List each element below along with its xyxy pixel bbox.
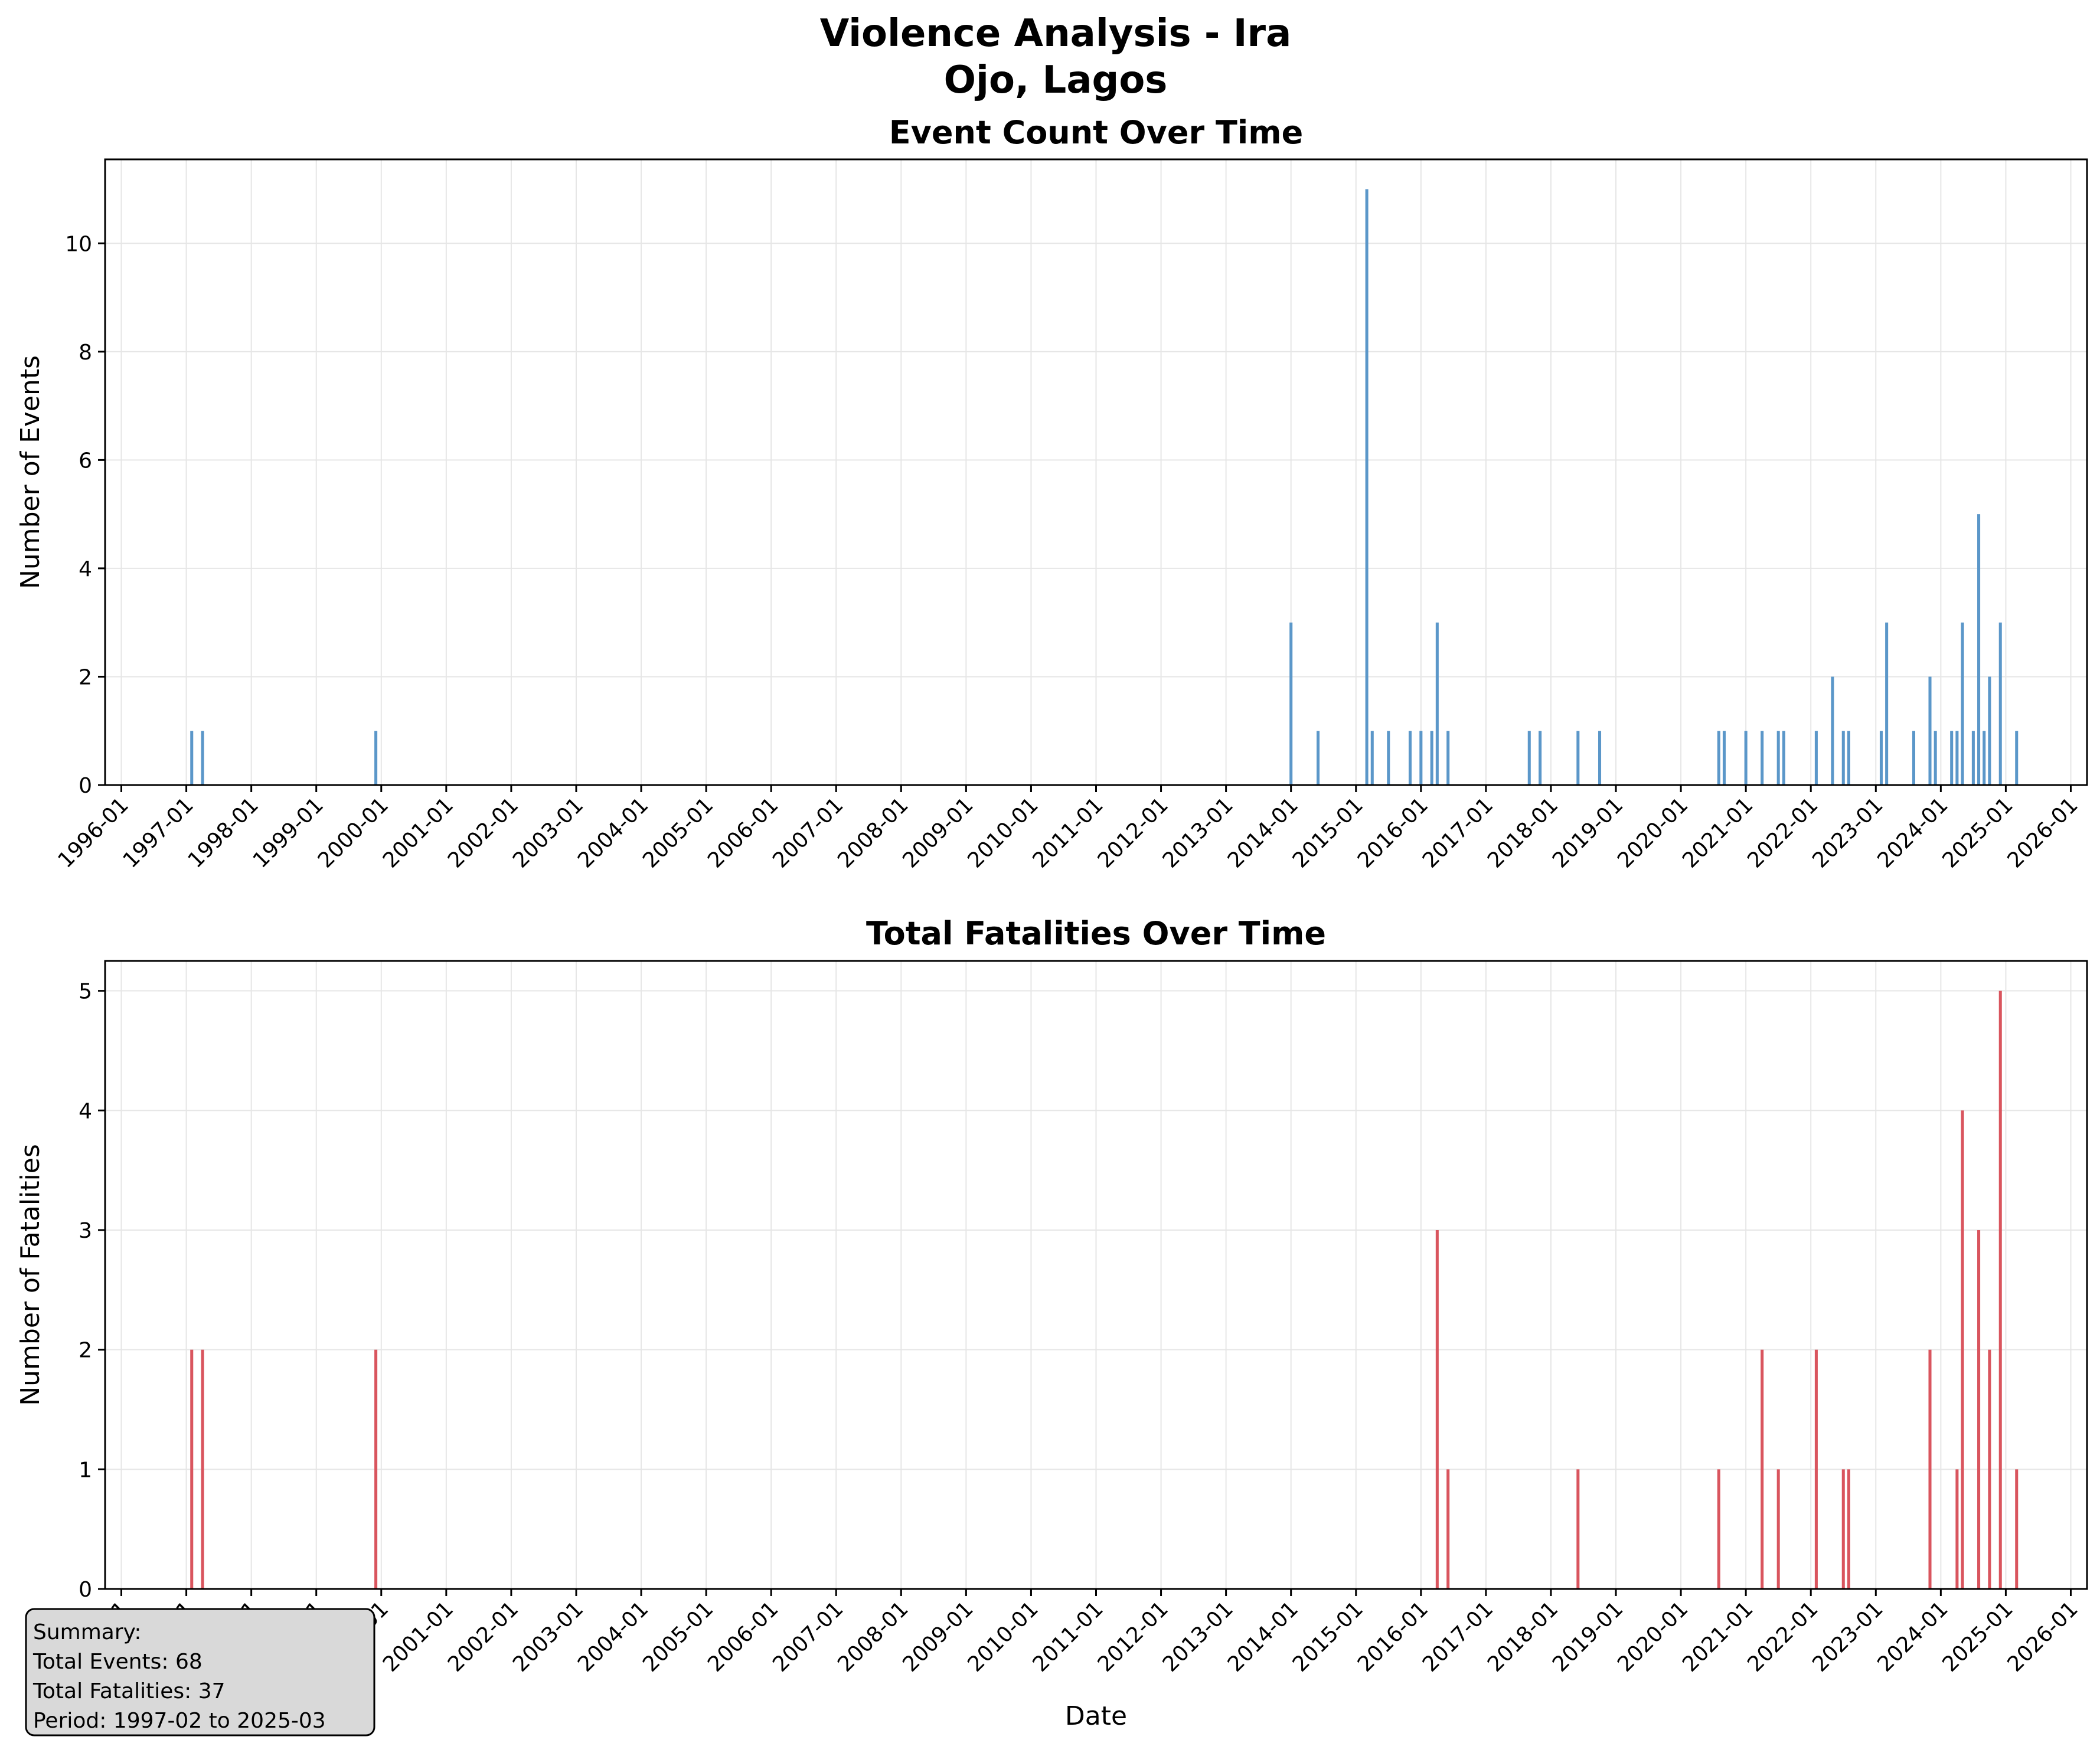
chart0-bar	[1435, 622, 1439, 785]
chart0-bar	[1977, 514, 1981, 785]
chart0-ytick-label: 6	[79, 449, 92, 473]
chart1-bar	[1961, 1110, 1964, 1589]
chart0-bar	[1387, 731, 1390, 785]
chart0-ylabel: Number of Events	[15, 355, 45, 589]
chart0-bar	[1576, 731, 1580, 785]
chart0-bar	[201, 731, 204, 785]
chart1-ylabel: Number of Fatalities	[15, 1144, 45, 1406]
chart0-bar	[1983, 731, 1986, 785]
chart0-ytick-label: 10	[65, 232, 92, 256]
chart1-bar	[1998, 990, 2002, 1589]
chart1-bar	[1776, 1469, 1780, 1589]
chart0-bar	[1998, 622, 2002, 785]
chart0-ytick-label: 0	[79, 774, 92, 798]
chart1-bar	[1847, 1469, 1850, 1589]
chart0-bar	[1744, 731, 1748, 785]
chart0-ytick-label: 8	[79, 341, 92, 365]
chart1-ytick-label: 4	[79, 1099, 92, 1123]
chart0-bar	[1317, 731, 1320, 785]
chart1-title: Total Fatalities Over Time	[866, 915, 1326, 952]
chart0-bar	[1717, 731, 1720, 785]
chart0-bar	[1419, 731, 1423, 785]
chart0-bar	[1722, 731, 1726, 785]
chart1-bar	[374, 1349, 378, 1589]
chart1-bar	[1717, 1469, 1720, 1589]
chart0-bar	[1879, 731, 1883, 785]
chart0-bar	[1446, 731, 1450, 785]
chart0-bar	[1841, 731, 1845, 785]
chart1-ytick-label: 2	[79, 1339, 92, 1363]
chart0-bar	[1912, 731, 1916, 785]
chart1-bar	[1977, 1230, 1981, 1589]
chart0-bar	[1782, 731, 1785, 785]
chart0-bar	[1934, 731, 1937, 785]
summary-box-background	[25, 1608, 375, 1737]
chart0-bar	[1365, 189, 1369, 785]
chart1-ytick-label: 3	[79, 1219, 92, 1243]
chart0-bar	[1776, 731, 1780, 785]
chart0-bar	[1885, 622, 1889, 785]
chart1-bar	[201, 1349, 204, 1589]
chart1-bar	[190, 1349, 194, 1589]
summary-total-fatalities: Total Fatalities: 37	[32, 1679, 226, 1703]
chart0-bar	[1950, 731, 1954, 785]
chart0-bar	[1370, 731, 1374, 785]
chart1-bar	[1814, 1349, 1818, 1589]
chart1-bar	[1576, 1469, 1580, 1589]
chart1-bar	[1928, 1349, 1932, 1589]
chart1-bar	[1955, 1469, 1959, 1589]
chart0-bar	[2015, 731, 2019, 785]
chart0-ytick-label: 4	[79, 557, 92, 581]
chart0-bar	[1928, 676, 1932, 785]
chart0-bar	[1961, 622, 1964, 785]
chart0-bar	[1971, 731, 1975, 785]
summary-box: Summary: Total Events: 68 Total Fataliti…	[25, 1608, 375, 1737]
chart0-bar	[1831, 676, 1834, 785]
chart1-bar	[1841, 1469, 1845, 1589]
summary-title: Summary:	[33, 1620, 141, 1644]
chart0-bar	[1527, 731, 1531, 785]
chart0-bar	[1289, 622, 1293, 785]
chart0-bar	[1539, 731, 1542, 785]
chart1-bar	[1988, 1349, 1991, 1589]
chart1-ytick-label: 0	[79, 1578, 92, 1602]
figure-title-line2: Ojo, Lagos	[944, 58, 1168, 102]
chart0-bar	[1988, 676, 1991, 785]
chart0-title: Event Count Over Time	[889, 114, 1303, 151]
chart1-ytick-label: 1	[79, 1458, 92, 1482]
chart0-bar	[1814, 731, 1818, 785]
summary-period: Period: 1997-02 to 2025-03	[33, 1709, 326, 1733]
chart0-ytick-label: 2	[79, 665, 92, 689]
chart0-bar	[1847, 731, 1850, 785]
chart1-bar	[1761, 1349, 1764, 1589]
chart0-bar	[1430, 731, 1433, 785]
chart1-xlabel: Date	[1065, 1701, 1127, 1731]
chart1-bar	[2015, 1469, 2019, 1589]
chart1-ytick-label: 5	[79, 980, 92, 1004]
figure-title-line1: Violence Analysis - Ira	[820, 12, 1292, 55]
summary-total-events: Total Events: 68	[32, 1650, 203, 1674]
chart0-bar	[190, 731, 194, 785]
chart0-bar	[1761, 731, 1764, 785]
chart1-bar	[1446, 1469, 1450, 1589]
chart0-bar	[1955, 731, 1959, 785]
chart1-bar	[1435, 1230, 1439, 1589]
chart0-bar	[1598, 731, 1602, 785]
chart0-bar	[374, 731, 378, 785]
chart0-bar	[1408, 731, 1412, 785]
